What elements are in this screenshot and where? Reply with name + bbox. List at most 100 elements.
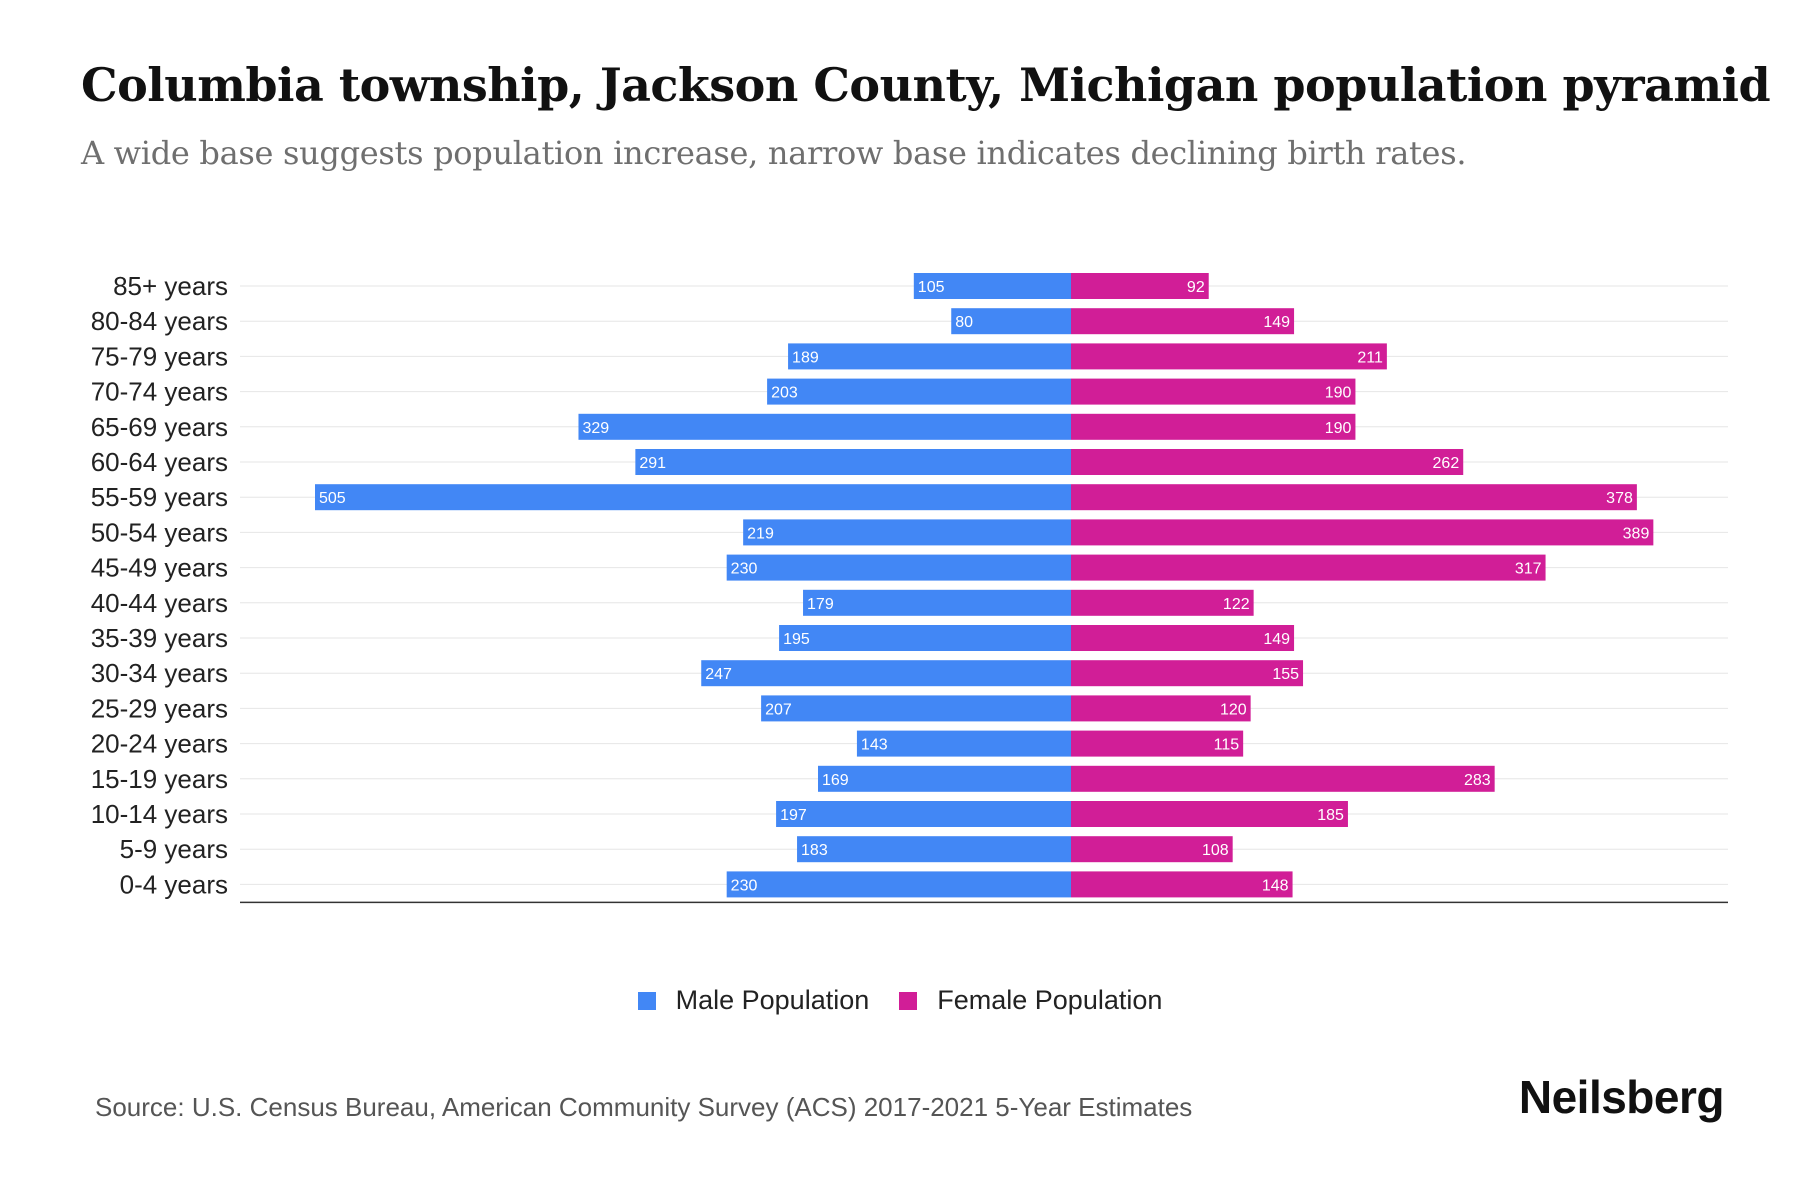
y-tick-label-85-years: 85+ years bbox=[113, 271, 228, 301]
male-value-label-15-19-years: 169 bbox=[822, 772, 849, 789]
male-bar-75-79-years bbox=[788, 343, 1071, 370]
female-bar-55-59-years bbox=[1071, 484, 1637, 511]
male-bar-40-44-years bbox=[803, 589, 1071, 616]
female-bar-85-years bbox=[1071, 273, 1209, 299]
y-tick-label-10-14-years: 10-14 years bbox=[91, 799, 228, 829]
female-value-label-30-34-years: 155 bbox=[1272, 666, 1299, 683]
chart-subtitle: A wide base suggests population increase… bbox=[81, 134, 1467, 172]
y-tick-label-15-19-years: 15-19 years bbox=[91, 764, 228, 794]
female-value-label-80-84-years: 149 bbox=[1263, 314, 1290, 331]
female-bar-80-84-years bbox=[1071, 308, 1295, 335]
female-value-label-75-79-years: 211 bbox=[1357, 349, 1383, 366]
female-value-label-70-74-years: 190 bbox=[1325, 385, 1352, 402]
y-tick-label-5-9-years: 5-9 years bbox=[120, 834, 228, 864]
male-bar-65-69-years bbox=[578, 413, 1071, 440]
male-value-label-10-14-years: 197 bbox=[780, 807, 807, 824]
y-tick-label-70-74-years: 70-74 years bbox=[91, 377, 228, 407]
female-value-label-35-39-years: 149 bbox=[1263, 631, 1290, 648]
chart-title: Columbia township, Jackson County, Michi… bbox=[81, 58, 1771, 112]
male-bar-10-14-years bbox=[776, 801, 1071, 827]
y-tick-label-40-44-years: 40-44 years bbox=[91, 588, 228, 618]
male-value-label-45-49-years: 230 bbox=[731, 561, 758, 578]
y-tick-label-35-39-years: 35-39 years bbox=[91, 623, 228, 653]
female-value-label-40-44-years: 122 bbox=[1223, 596, 1250, 613]
male-value-label-75-79-years: 189 bbox=[792, 349, 819, 366]
male-value-label-35-39-years: 195 bbox=[783, 631, 810, 648]
female-value-label-55-59-years: 378 bbox=[1606, 490, 1633, 507]
female-value-label-0-4-years: 148 bbox=[1262, 877, 1289, 894]
male-bar-45-49-years bbox=[726, 554, 1071, 581]
legend-female-label: Female Population bbox=[937, 985, 1163, 1015]
female-bar-35-39-years bbox=[1071, 625, 1295, 651]
male-bar-55-59-years bbox=[315, 484, 1071, 511]
male-bar-50-54-years bbox=[743, 519, 1071, 546]
female-bar-25-29-years bbox=[1071, 695, 1251, 722]
male-swatch-icon bbox=[637, 991, 656, 1010]
female-value-label-50-54-years: 389 bbox=[1623, 525, 1650, 542]
male-value-label-40-44-years: 179 bbox=[807, 596, 834, 613]
male-bar-70-74-years bbox=[767, 378, 1071, 405]
male-value-label-85-years: 105 bbox=[918, 279, 945, 296]
male-value-label-55-59-years: 505 bbox=[319, 490, 346, 507]
y-tick-label-50-54-years: 50-54 years bbox=[91, 517, 228, 547]
female-bar-15-19-years bbox=[1071, 765, 1495, 792]
male-value-label-0-4-years: 230 bbox=[731, 877, 758, 894]
y-tick-label-60-64-years: 60-64 years bbox=[91, 447, 228, 477]
female-value-label-25-29-years: 120 bbox=[1220, 701, 1247, 718]
source-note: Source: U.S. Census Bureau, American Com… bbox=[95, 1092, 1193, 1122]
female-bar-20-24-years bbox=[1071, 730, 1244, 757]
female-bar-75-79-years bbox=[1071, 343, 1387, 370]
male-bar-35-39-years bbox=[779, 625, 1071, 651]
y-tick-label-25-29-years: 25-29 years bbox=[91, 693, 228, 723]
male-value-label-30-34-years: 247 bbox=[705, 666, 732, 683]
male-bar-60-64-years bbox=[635, 449, 1071, 475]
female-value-label-60-64-years: 262 bbox=[1433, 455, 1460, 472]
female-bar-45-49-years bbox=[1071, 554, 1546, 581]
female-bar-30-34-years bbox=[1071, 660, 1304, 687]
female-bar-0-4-years bbox=[1071, 871, 1293, 898]
male-bar-20-24-years bbox=[856, 730, 1071, 757]
y-tick-label-55-59-years: 55-59 years bbox=[91, 482, 228, 512]
male-bar-85-years bbox=[913, 273, 1071, 299]
y-tick-label-20-24-years: 20-24 years bbox=[91, 729, 228, 759]
female-bar-50-54-years bbox=[1071, 519, 1654, 546]
brand-logo: Neilsberg bbox=[1518, 1071, 1725, 1123]
y-tick-label-45-49-years: 45-49 years bbox=[91, 553, 228, 583]
population-pyramid-chart: 85+ years 105 92 80-84 years 80 149 75-79 year… bbox=[91, 271, 1728, 904]
male-bar-80-84-years bbox=[951, 308, 1071, 335]
female-swatch-icon bbox=[899, 991, 918, 1010]
legend-male-label: Male Population bbox=[675, 985, 870, 1015]
female-bar-5-9-years bbox=[1071, 836, 1233, 863]
female-value-label-15-19-years: 283 bbox=[1464, 772, 1491, 789]
female-bar-10-14-years bbox=[1071, 801, 1348, 827]
male-value-label-50-54-years: 219 bbox=[747, 525, 774, 542]
y-tick-label-80-84-years: 80-84 years bbox=[91, 306, 228, 336]
male-value-label-25-29-years: 207 bbox=[765, 701, 792, 718]
male-bar-30-34-years bbox=[701, 660, 1071, 687]
female-bar-40-44-years bbox=[1071, 589, 1254, 616]
female-value-label-65-69-years: 190 bbox=[1325, 420, 1352, 437]
male-value-label-80-84-years: 80 bbox=[955, 314, 973, 331]
male-bar-5-9-years bbox=[797, 836, 1071, 863]
female-bar-60-64-years bbox=[1071, 449, 1464, 475]
female-value-label-85-years: 92 bbox=[1187, 279, 1205, 296]
legend: Male Population Female Population bbox=[0, 985, 1800, 1016]
male-bar-25-29-years bbox=[761, 695, 1071, 722]
male-value-label-65-69-years: 329 bbox=[582, 420, 609, 437]
female-bar-65-69-years bbox=[1071, 413, 1356, 440]
y-tick-label-30-34-years: 30-34 years bbox=[91, 658, 228, 688]
y-tick-label-75-79-years: 75-79 years bbox=[91, 341, 228, 371]
male-value-label-60-64-years: 291 bbox=[639, 455, 666, 472]
male-value-label-70-74-years: 203 bbox=[771, 385, 798, 402]
female-value-label-5-9-years: 108 bbox=[1202, 842, 1229, 859]
female-bar-70-74-years bbox=[1071, 378, 1356, 405]
male-value-label-20-24-years: 143 bbox=[861, 737, 888, 754]
male-bar-15-19-years bbox=[818, 765, 1071, 792]
female-value-label-20-24-years: 115 bbox=[1214, 737, 1240, 754]
male-bar-0-4-years bbox=[726, 871, 1071, 898]
female-value-label-10-14-years: 185 bbox=[1317, 807, 1344, 824]
y-tick-label-65-69-years: 65-69 years bbox=[91, 412, 228, 442]
legend-item-female[interactable]: Female Population bbox=[899, 985, 1162, 1016]
legend-item-male[interactable]: Male Population bbox=[637, 985, 870, 1016]
